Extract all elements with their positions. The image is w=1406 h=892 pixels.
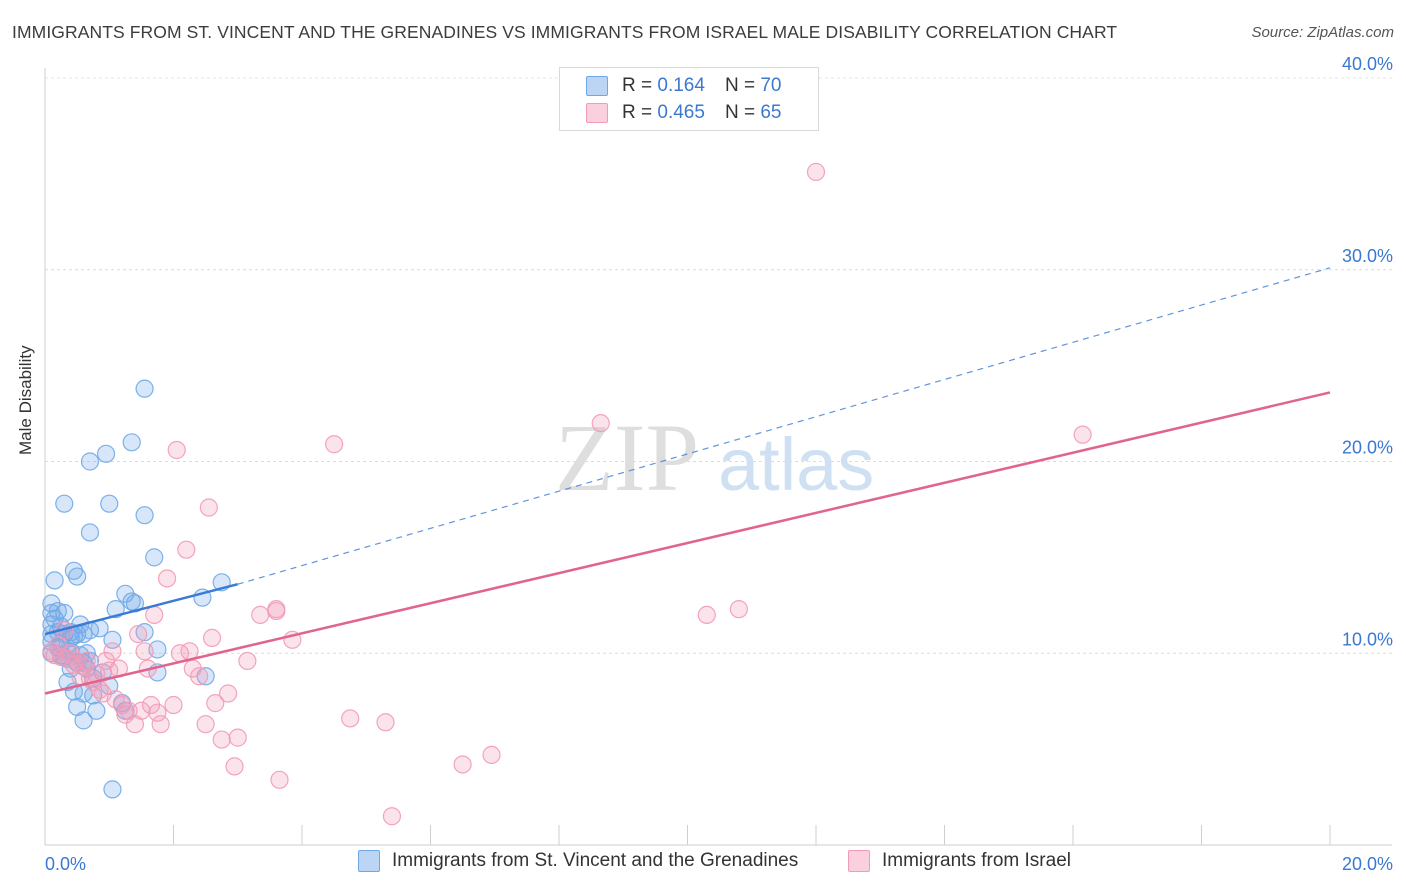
data-point — [74, 624, 93, 644]
data-point — [453, 755, 472, 774]
data-point — [167, 440, 186, 460]
data-point — [482, 745, 501, 764]
stats-n-label: N = — [724, 102, 756, 123]
legend-label-israel: Immigrants from Israel — [882, 850, 1071, 871]
y-tick-label: 20.0% — [1342, 438, 1393, 458]
data-point — [219, 684, 238, 703]
data-point — [157, 569, 177, 588]
data-point — [376, 713, 395, 732]
data-point — [199, 498, 218, 517]
data-point — [729, 600, 749, 619]
data-point — [190, 667, 209, 686]
data-point — [100, 494, 119, 513]
chart-title: IMMIGRANTS FROM ST. VINCENT AND THE GREN… — [12, 22, 1118, 42]
data-point — [196, 715, 215, 734]
data-point — [148, 703, 167, 722]
y-axis-label: Male Disability — [16, 345, 35, 455]
data-point — [96, 444, 116, 463]
stats-n-value: 70 — [760, 75, 782, 96]
data-point — [341, 709, 360, 728]
data-point — [238, 651, 257, 671]
data-point — [129, 624, 148, 644]
data-point — [591, 414, 610, 433]
x-tick-label: 0.0% — [45, 854, 86, 874]
data-point — [132, 701, 151, 720]
data-point — [1073, 425, 1092, 444]
trend-lines — [44, 267, 1331, 695]
stats-row-vincent: R = 0.164 N = 70 — [560, 73, 781, 99]
data-point — [228, 728, 247, 747]
data-point — [135, 379, 154, 398]
data-point — [270, 770, 289, 789]
stats-r-value: 0.465 — [657, 102, 705, 123]
stats-n-value: 65 — [760, 102, 782, 123]
data-point — [145, 548, 164, 567]
legend-swatch-vincent — [358, 850, 380, 872]
data-point — [80, 523, 100, 542]
data-point — [164, 695, 183, 715]
y-tick-label: 40.0% — [1342, 54, 1393, 74]
data-point — [77, 651, 96, 671]
axes — [44, 68, 1392, 846]
data-point — [382, 807, 402, 826]
stats-r-label: R = — [622, 75, 653, 96]
stats-n-label: N = — [724, 75, 756, 96]
data-point — [212, 730, 231, 749]
trend-line-vincent — [44, 583, 239, 636]
data-point — [806, 162, 826, 182]
data-point — [55, 494, 74, 513]
trend-line-vincent-extension — [237, 267, 1331, 585]
data-point — [135, 623, 154, 642]
stats-swatch-israel — [586, 103, 608, 123]
watermark: ZIP atlas — [555, 404, 874, 511]
legend-swatch-israel — [848, 850, 870, 872]
data-point — [122, 592, 141, 611]
data-point — [45, 571, 64, 590]
stats-swatch-vincent — [586, 76, 608, 96]
data-point — [64, 561, 84, 580]
stats-row-israel: R = 0.465 N = 65 — [560, 100, 781, 126]
legend-item-vincent: Immigrants from St. Vincent and the Gren… — [358, 850, 798, 872]
x-tick-label: 20.0% — [1342, 854, 1393, 874]
legend-label-vincent: Immigrants from St. Vincent and the Gren… — [392, 850, 799, 871]
data-point — [206, 694, 225, 713]
data-point — [697, 605, 716, 625]
data-point — [177, 540, 196, 559]
data-point — [87, 701, 106, 720]
trend-line-israel — [44, 391, 1331, 695]
data-point — [106, 600, 125, 619]
data-point — [103, 642, 122, 661]
data-point — [145, 605, 164, 625]
data-points — [42, 162, 1092, 826]
watermark-zip: ZIP — [555, 404, 699, 511]
stats-legend: R = 0.164 N = 70 R = 0.465 N = 65 — [559, 67, 819, 131]
data-point — [251, 605, 270, 625]
tick-labels: 10.0% 20.0% 30.0% 40.0% 0.0% 20.0% — [45, 54, 1393, 874]
data-point — [135, 506, 154, 525]
data-point — [74, 711, 93, 730]
source-label: Source: ZipAtlas.com — [1251, 24, 1394, 41]
watermark-atlas: atlas — [718, 423, 874, 506]
grid-lines — [45, 77, 1392, 654]
data-point — [122, 433, 141, 452]
data-point — [325, 435, 344, 454]
series-legend: Immigrants from St. Vincent and the Gren… — [0, 850, 1406, 880]
data-point — [202, 628, 222, 648]
y-tick-label: 10.0% — [1342, 629, 1393, 649]
data-point — [135, 642, 154, 661]
data-point — [267, 601, 286, 621]
data-point — [68, 567, 87, 586]
stats-r-label: R = — [622, 102, 653, 123]
legend-item-israel: Immigrants from Israel — [848, 850, 1071, 872]
data-point — [151, 715, 170, 734]
stats-r-value: 0.164 — [657, 75, 705, 96]
y-tick-label: 30.0% — [1342, 246, 1393, 266]
data-point — [80, 452, 100, 471]
data-point — [225, 757, 244, 776]
data-point — [103, 780, 122, 799]
